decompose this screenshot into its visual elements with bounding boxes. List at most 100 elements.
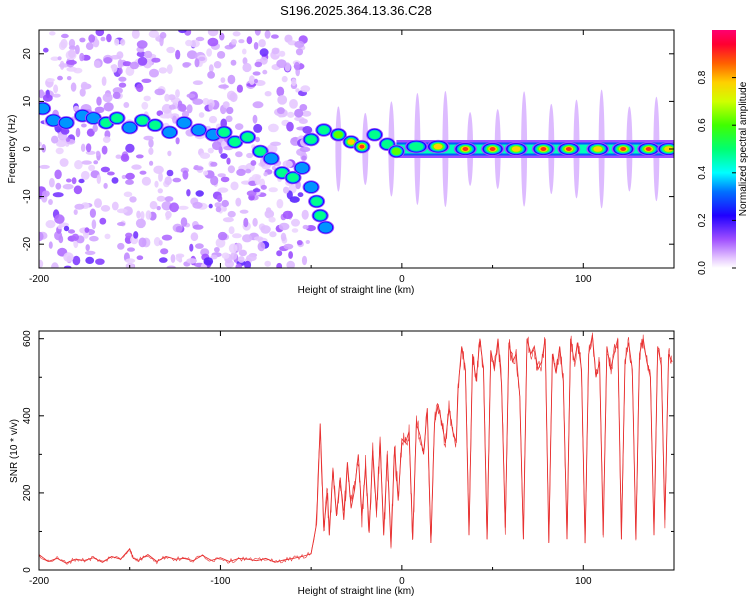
noise-blob: [186, 104, 193, 114]
noise-blob: [195, 243, 204, 249]
ridge-point: [226, 135, 244, 149]
noise-blob: [135, 154, 144, 159]
noise-blob: [221, 252, 230, 259]
noise-blob: [268, 187, 278, 193]
x-tick-label: 100: [575, 576, 592, 587]
noise-blob: [51, 262, 59, 268]
noise-blob: [166, 64, 173, 75]
noise-blob: [104, 233, 111, 240]
ridge-point: [262, 151, 280, 166]
noise-blob: [235, 123, 244, 130]
ridge-point: [329, 128, 347, 142]
noise-blob: [42, 94, 53, 102]
noise-blob: [144, 50, 153, 59]
noise-blob: [192, 98, 204, 105]
noise-blob: [302, 125, 313, 134]
noise-blob: [125, 179, 134, 185]
noise-blob: [186, 93, 196, 99]
noise-blob: [286, 121, 294, 132]
noise-blob: [89, 235, 99, 242]
ridge-point: [353, 139, 371, 154]
noise-blob: [68, 49, 76, 59]
noise-blob: [111, 201, 119, 211]
noise-blob: [289, 196, 300, 203]
noise-blob: [231, 39, 237, 45]
noise-blob: [210, 161, 218, 167]
noise-blob: [254, 175, 261, 186]
noise-blob: [55, 147, 64, 155]
noise-blob: [175, 253, 185, 258]
noise-blob: [86, 128, 95, 137]
noise-blob: [299, 104, 308, 111]
streak-blob: [335, 106, 342, 192]
noise-blob: [156, 195, 166, 202]
noise-blob: [103, 57, 113, 64]
x-tick-label: 0: [399, 274, 405, 285]
noise-blob: [263, 172, 268, 177]
noise-blob: [143, 95, 151, 102]
noise-blob: [159, 32, 167, 39]
noise-blob: [276, 198, 284, 209]
x-tick-label: -100: [210, 576, 230, 587]
noise-blob: [252, 188, 261, 193]
noise-blob: [217, 51, 226, 59]
noise-blob: [301, 255, 308, 266]
ridge-point: [366, 128, 384, 142]
noise-blob: [129, 196, 137, 203]
noise-blob: [271, 47, 280, 55]
noise-blob: [281, 75, 288, 83]
noise-blob: [156, 205, 161, 211]
noise-blob: [235, 151, 243, 158]
noise-blob: [296, 240, 303, 246]
spectrogram-ridge: [39, 101, 674, 185]
noise-blob: [73, 185, 83, 195]
noise-blob: [70, 82, 77, 92]
noise-blob: [198, 112, 205, 118]
noise-blob: [56, 141, 66, 148]
noise-blob: [266, 143, 278, 154]
snr-series-line: [39, 334, 673, 564]
spectrogram-y-ticks: -20 -10 0 10 20: [22, 48, 674, 251]
noise-blob: [294, 61, 300, 71]
noise-blob: [60, 127, 70, 135]
noise-blob: [175, 89, 180, 98]
snr-y-ticks: 0 200 400 600: [22, 330, 674, 573]
noise-blob: [215, 238, 226, 248]
noise-blob: [140, 211, 145, 220]
noise-blob: [80, 170, 90, 180]
noise-blob: [79, 37, 86, 43]
noise-blob: [175, 49, 181, 60]
colorbar-tick-label: 0.8: [697, 70, 708, 84]
ridge-point: [190, 123, 208, 137]
noise-blob: [158, 67, 168, 74]
noise-blob: [95, 258, 105, 265]
noise-blob: [283, 243, 294, 250]
noise-blob: [148, 147, 154, 155]
y-tick-label: 0: [22, 146, 33, 152]
noise-blob: [71, 177, 77, 185]
noise-blob: [268, 216, 276, 223]
noise-blob: [94, 198, 102, 209]
noise-blob: [219, 32, 225, 41]
snr-series-noise: [39, 332, 672, 565]
noise-blob: [271, 34, 279, 39]
noise-blob: [136, 255, 144, 260]
spectrogram-x-ticks: -200 -100 0 100: [29, 30, 675, 285]
noise-blob: [117, 222, 126, 226]
noise-blob: [131, 164, 142, 170]
y-tick-label: 20: [22, 48, 33, 60]
spectrogram-branch: [302, 180, 335, 235]
ridge-point: [657, 142, 674, 156]
noise-blob: [186, 189, 191, 197]
noise-blob: [100, 205, 111, 212]
noise-blob: [125, 232, 133, 238]
noise-blob: [182, 170, 189, 180]
noise-blob: [214, 202, 222, 208]
ridge-point: [302, 180, 320, 194]
noise-blob: [118, 67, 123, 75]
ridge-point: [302, 132, 320, 147]
noise-blob: [206, 48, 213, 57]
colorbar-tick-label: 0.2: [697, 213, 708, 227]
noise-blob: [60, 38, 68, 49]
